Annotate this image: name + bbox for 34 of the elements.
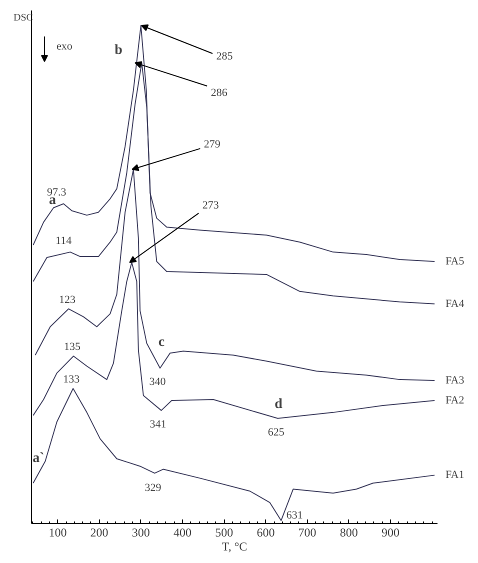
x-tick-label: 400 <box>174 526 192 540</box>
annotation: 97.3 <box>46 186 67 199</box>
annotation: 285 <box>216 50 234 62</box>
series-label: FA3 <box>446 374 465 387</box>
annotation: d <box>274 397 283 412</box>
x-axis-title: T, °C <box>222 540 248 554</box>
series-label: FA1 <box>446 469 464 482</box>
annotation: 114 <box>55 235 72 248</box>
x-tick-label: 200 <box>90 526 108 540</box>
annotation: 329 <box>144 482 162 494</box>
series-label: FA5 <box>446 256 465 268</box>
annotation: 286 <box>210 86 228 99</box>
x-tick-label: 100 <box>48 526 67 540</box>
annotation: b <box>114 43 123 58</box>
series-label: FA4 <box>446 298 465 310</box>
series-label: FA2 <box>446 394 464 406</box>
x-tick-label: 300 <box>132 526 150 540</box>
x-tick-label: 900 <box>381 526 400 540</box>
annotation: 123 <box>59 294 76 306</box>
x-tick-label: 800 <box>340 526 358 540</box>
annotation: 340 <box>149 376 166 388</box>
annotation: 279 <box>204 138 221 150</box>
x-tick-label: 500 <box>215 526 234 540</box>
annotation: 135 <box>64 341 82 354</box>
annotation: 625 <box>268 426 285 438</box>
annotation: 273 <box>202 200 220 212</box>
annotation: 133 <box>63 374 80 386</box>
annotation: c <box>158 335 165 350</box>
annotation: exo <box>56 40 73 52</box>
annotation: a` <box>32 451 44 466</box>
x-tick-label: 600 <box>256 526 275 540</box>
annotation: 341 <box>150 418 166 430</box>
x-tick-label: 700 <box>298 526 316 540</box>
annotation: 631 <box>286 510 303 522</box>
